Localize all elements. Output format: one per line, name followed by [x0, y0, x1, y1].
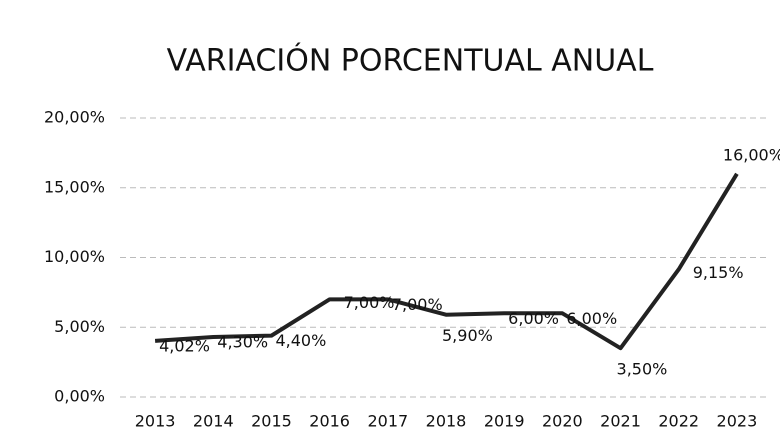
data-label: 7,00% — [344, 293, 395, 312]
x-tick-label: 2021 — [600, 412, 641, 431]
data-label: 4,40% — [275, 331, 326, 350]
data-label: 7,00% — [392, 295, 443, 314]
y-tick-label: 15,00% — [44, 177, 105, 196]
line — [154, 172, 739, 351]
x-tick-label: 2016 — [309, 412, 350, 431]
x-tick-label: 2022 — [658, 412, 699, 431]
y-tick-label: 20,00% — [44, 108, 105, 127]
data-label: 4,02% — [159, 336, 210, 355]
x-tick-label: 2015 — [251, 412, 292, 431]
x-tick-label: 2018 — [426, 412, 467, 431]
data-label: 9,15% — [693, 263, 744, 282]
x-tick-label: 2013 — [135, 412, 176, 431]
data-label: 16,00% — [723, 145, 780, 164]
y-tick-label: 5,00% — [54, 317, 105, 336]
data-label: 3,50% — [617, 360, 668, 379]
y-tick-label: 10,00% — [44, 247, 105, 266]
data-label: 5,90% — [442, 326, 493, 345]
x-tick-label: 2020 — [542, 412, 583, 431]
x-tick-label: 2023 — [717, 412, 758, 431]
x-tick-label: 2019 — [484, 412, 525, 431]
chart-title: VARIACIÓN PORCENTUAL ANUAL — [167, 42, 654, 79]
y-tick-label: 0,00% — [54, 387, 105, 406]
x-tick-label: 2017 — [367, 412, 408, 431]
x-tick-label: 2014 — [193, 412, 234, 431]
data-label: 6,00% — [566, 309, 617, 328]
data-label: 4,30% — [217, 333, 268, 352]
data-label: 6,00% — [508, 309, 559, 328]
